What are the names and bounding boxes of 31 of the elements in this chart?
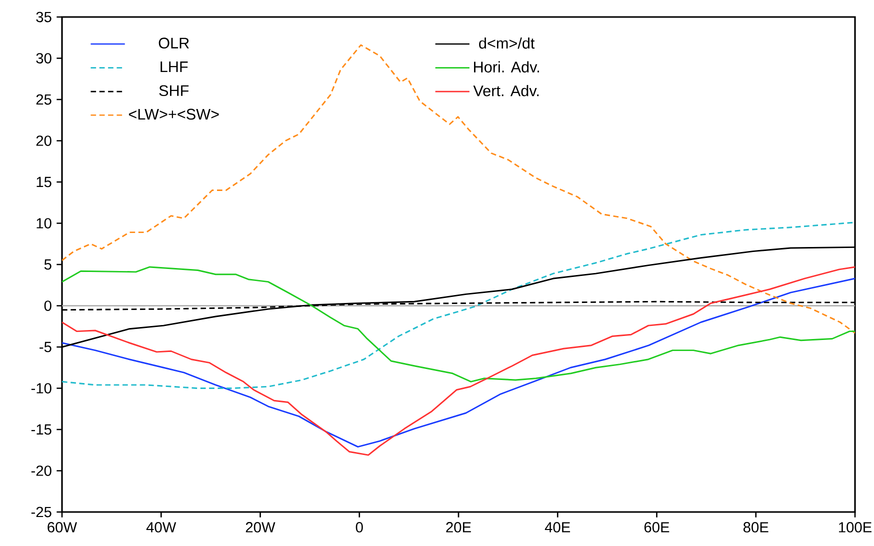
y-tick-label: -25 (31, 506, 52, 518)
y-tick-label: 25 (36, 94, 52, 105)
line-series (62, 266, 856, 382)
legend-label: d<m>/dt (479, 37, 535, 49)
y-tick-label: 35 (36, 12, 52, 22)
x-tick-label: 60E (644, 522, 670, 532)
x-tick-label: 80E (743, 522, 768, 532)
y-tick-label: -15 (31, 424, 52, 435)
legend-label: Hori. Adv. (474, 61, 539, 72)
x-tick-label: 60W (48, 522, 78, 532)
y-tick-label: 30 (36, 53, 52, 64)
x-tick-label: 100E (838, 522, 872, 532)
y-tick-label: 10 (36, 218, 52, 228)
y-tick-label: 5 (44, 259, 52, 270)
legend-label: LHF (160, 62, 188, 72)
x-tick-label: 40W (146, 522, 176, 532)
legend-label: SHF (159, 85, 189, 96)
legend-label: <LW>+<SW> (128, 108, 219, 120)
y-tick-label: -5 (40, 342, 52, 352)
legend-label: OLR (158, 38, 189, 49)
y-tick-label: -10 (31, 383, 52, 394)
y-tick-label: 20 (36, 136, 52, 146)
x-tick-label: 20E (446, 522, 471, 532)
x-tick-label: 0 (356, 522, 363, 532)
line-series (62, 222, 856, 389)
x-tick-label: 20W (246, 522, 276, 532)
x-tick-label: 40E (544, 522, 570, 532)
y-tick-label: 0 (44, 300, 52, 311)
y-tick-label: -20 (31, 466, 52, 476)
y-tick-label: 15 (36, 176, 52, 188)
legend-label: Vert. Adv. (473, 85, 539, 96)
